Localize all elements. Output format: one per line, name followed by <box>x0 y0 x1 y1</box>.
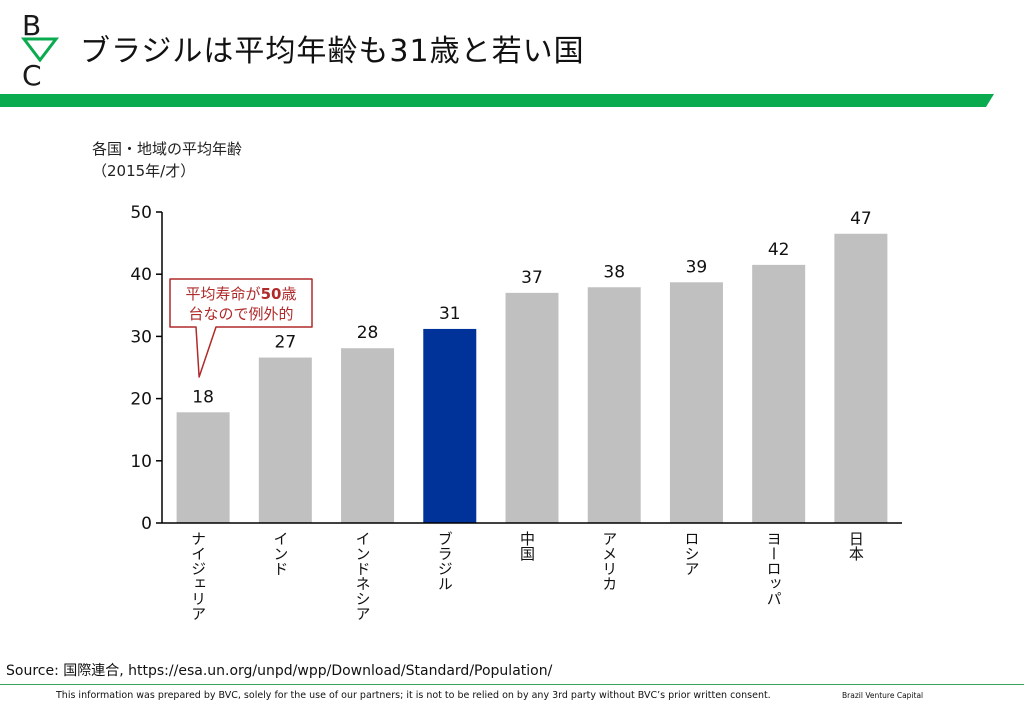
bar <box>505 292 559 523</box>
bar-value-label: 47 <box>850 209 872 229</box>
bar <box>423 328 477 523</box>
x-category-label: 中国 <box>518 531 536 561</box>
x-category-label: 日本 <box>847 531 865 561</box>
x-category-label: ヨーロッパ <box>765 531 783 606</box>
bar-value-label: 18 <box>192 387 214 407</box>
y-tick-label: 0 <box>141 514 152 534</box>
x-category-label: ロシア <box>682 531 700 576</box>
bar-value-label: 28 <box>357 323 379 343</box>
bar <box>587 287 641 523</box>
callout-number: 50 <box>261 285 282 303</box>
x-category-label: アメリカ <box>600 531 618 591</box>
x-category-label: ナイジェリア <box>189 531 207 621</box>
source-note: Source: 国際連合, https://esa.un.org/unpd/wp… <box>6 663 553 679</box>
footer-divider <box>0 684 1024 685</box>
y-tick-label: 40 <box>130 265 152 285</box>
bar <box>752 264 806 523</box>
callout-prefix: 平均寿命が <box>186 285 261 303</box>
bar <box>176 412 230 523</box>
bar-value-label: 31 <box>439 304 461 324</box>
y-tick-label: 10 <box>130 452 152 472</box>
callout-line1: 平均寿命が50歳 <box>186 285 297 303</box>
callout-line2: 台なので例外的 <box>188 305 293 323</box>
chart-heading-line2: （2015年/才） <box>92 162 196 180</box>
bar <box>341 348 395 523</box>
bar-value-label: 27 <box>275 333 297 353</box>
callout-suffix: 歳 <box>281 285 296 303</box>
bvc-logo: B V C <box>20 9 60 88</box>
bar-value-label: 42 <box>768 240 790 260</box>
bar-value-label: 39 <box>686 257 708 277</box>
x-category-label: ブラジル <box>436 531 454 591</box>
page-title: ブラジルは平均年齢も31歳と若い国 <box>80 34 585 69</box>
x-category-label: インド <box>271 531 289 576</box>
y-tick-label: 30 <box>130 327 152 347</box>
bar <box>834 233 888 523</box>
disclaimer-text: This information was prepared by BVC, so… <box>56 690 771 701</box>
chart-heading: 各国・地域の平均年齢 （2015年/才） <box>92 138 242 182</box>
logo-letter-b: B <box>22 9 41 42</box>
header-green-bar <box>0 94 994 107</box>
y-tick-label: 50 <box>130 203 152 223</box>
footer-brand: Brazil Venture Capital <box>842 691 924 700</box>
x-category-label: インドネシア <box>354 531 372 621</box>
bar-value-label: 37 <box>521 268 543 288</box>
bar <box>258 357 312 523</box>
logo-triangle-icon <box>20 37 60 63</box>
y-tick-label: 20 <box>130 390 152 410</box>
callout-box <box>169 278 313 378</box>
chart-heading-line1: 各国・地域の平均年齢 <box>92 140 243 158</box>
logo-letter-c: C <box>22 59 42 88</box>
bar <box>669 282 723 523</box>
bar-value-label: 38 <box>603 262 625 282</box>
